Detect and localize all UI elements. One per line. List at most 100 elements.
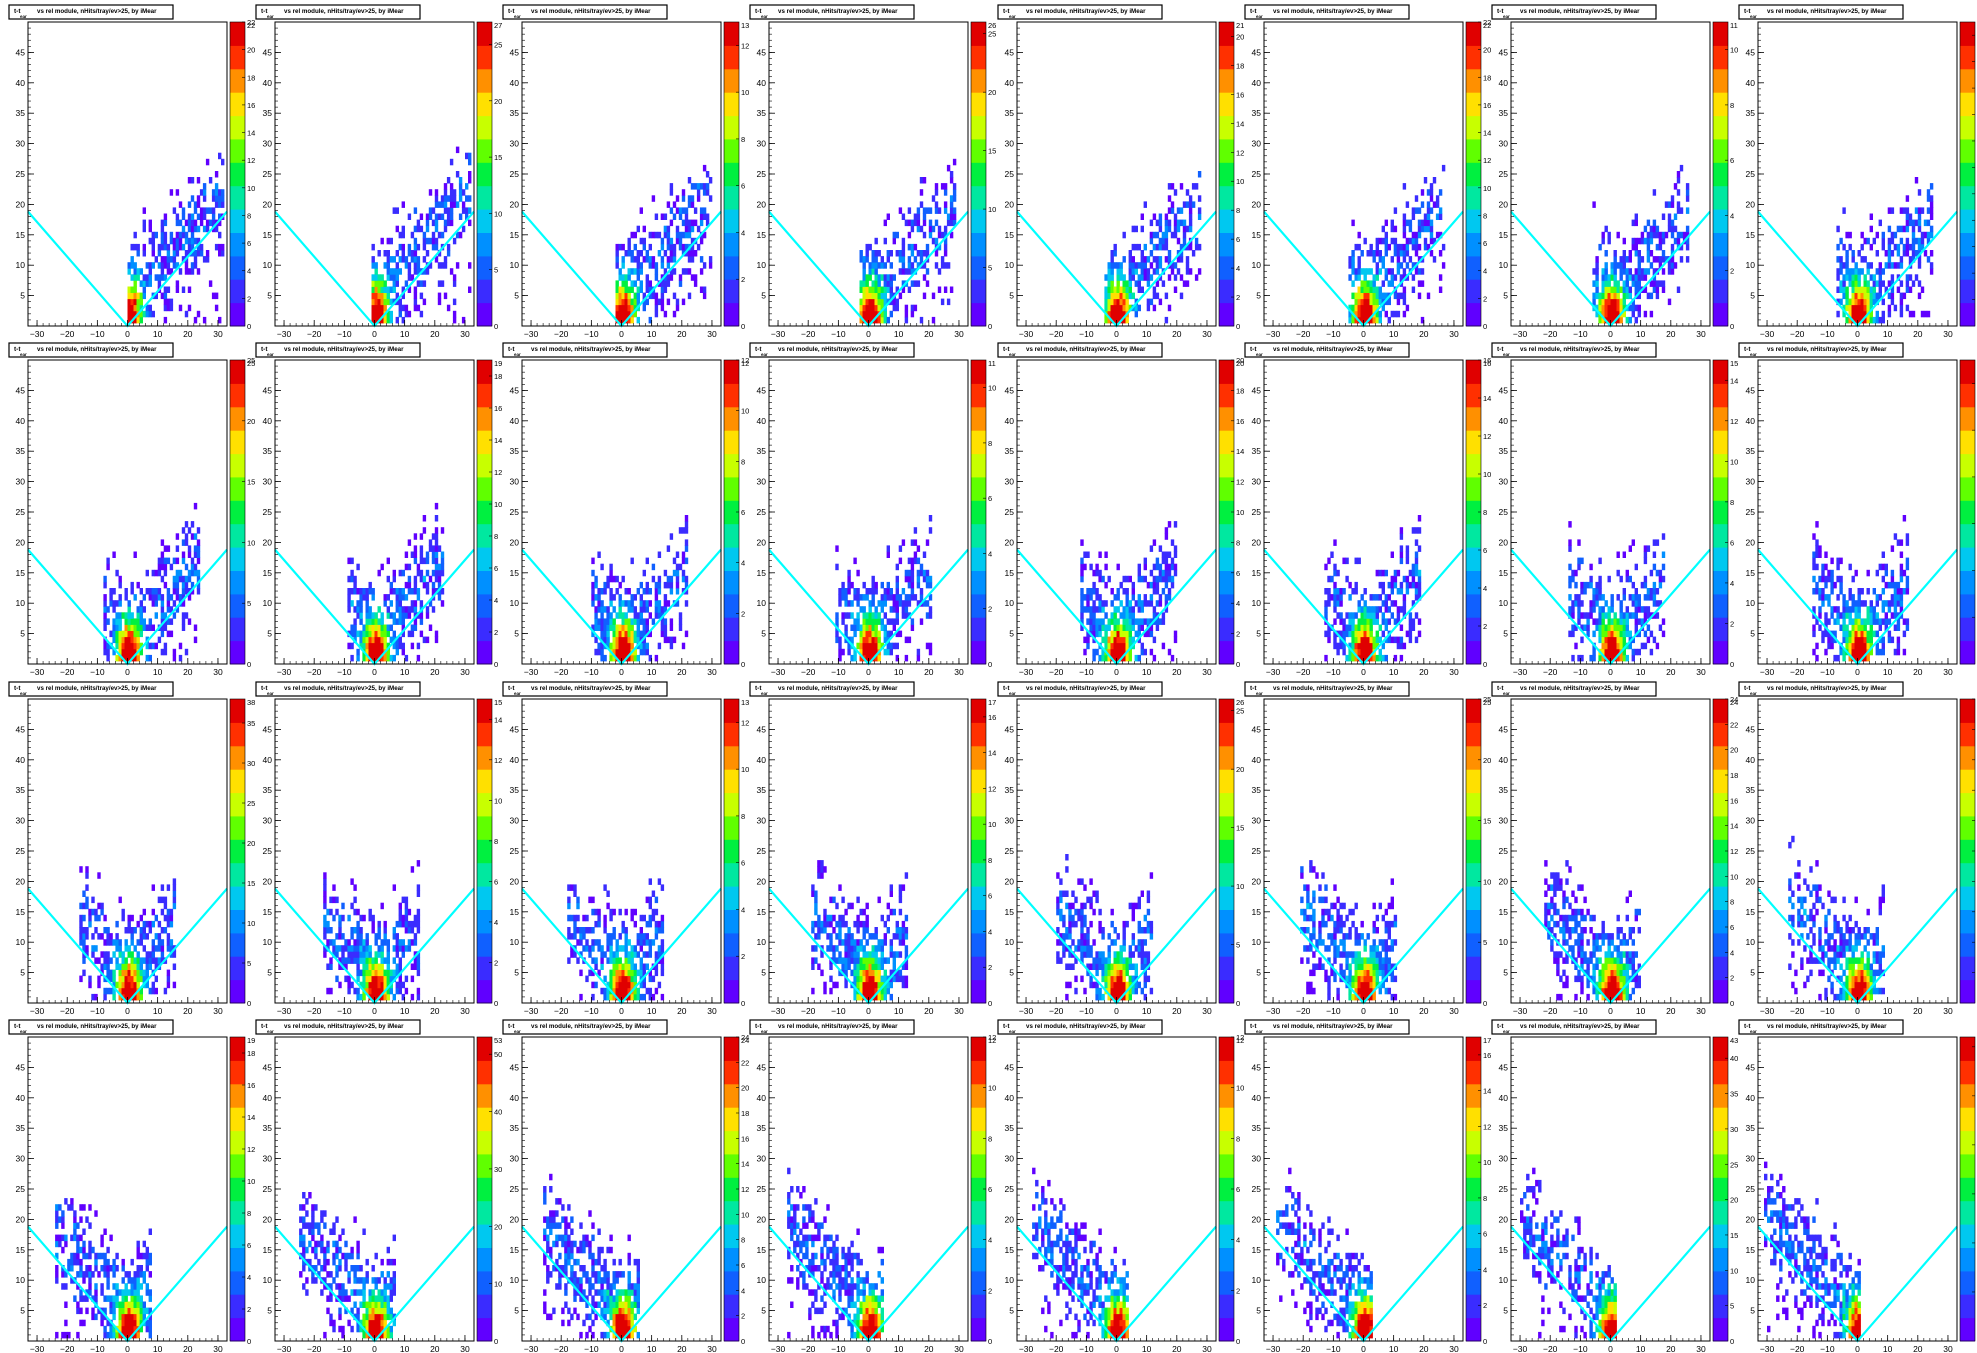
heatmap-cell [1384,292,1388,300]
heatmap-cell [440,527,445,534]
heatmap-cell [446,243,451,251]
heatmap-cell [1372,250,1376,257]
heatmap-cell [202,189,207,196]
heatmap-cell [169,618,174,625]
heatmap-cell [124,594,128,601]
palette-tick-label: 20 [247,417,255,426]
heatmap-cell [862,612,866,619]
heatmap-cell [1080,594,1084,601]
heatmap-cell [1351,262,1355,269]
title-main: t-t [14,8,21,15]
heatmap-cell [1634,274,1638,281]
heatmap-cell [925,642,930,650]
heatmap-cell [103,642,107,650]
heatmap-cell [1393,207,1398,214]
heatmap-cell [1107,268,1111,275]
heatmap-cell [916,250,921,257]
heatmap-cell [1655,256,1660,263]
heatmap-cell [1080,600,1084,607]
palette-segment [1713,255,1728,280]
heatmap-cell [627,250,631,257]
palette-tick-label: 25 [988,30,996,39]
heatmap-cell [931,225,936,233]
heatmap-cell [1875,316,1879,324]
heatmap-cell [636,268,640,275]
heatmap-cell [1875,310,1879,318]
heatmap-cell [1185,268,1190,275]
heatmap-cell [401,618,405,625]
heatmap-cell [699,207,704,214]
heatmap-cell [440,213,445,220]
heatmap-cell [1634,219,1638,227]
heatmap-cell [145,262,149,269]
heatmap-cell [910,588,915,595]
heatmap-cell [1116,316,1120,324]
heatmap-cell [380,298,384,306]
heatmap-cell [871,575,875,583]
heatmap-cell [660,630,665,638]
palette-segment [230,640,245,665]
y-tick-label: 35 [16,446,26,456]
heatmap-cell [624,274,628,281]
heatmap-cell [636,274,640,281]
heatmap-cell [949,171,954,178]
heatmap-cell [877,304,881,312]
heatmap-cell [1637,280,1641,287]
heatmap-cell [103,600,107,607]
heatmap-cell [952,207,957,214]
heatmap-cell [883,594,887,601]
heatmap-cell [636,618,640,625]
heatmap-cell [696,195,701,202]
heatmap-cell [651,262,656,269]
heatmap-cell [1164,231,1169,239]
heatmap-cell [437,563,442,571]
heatmap-cell [121,642,125,650]
heatmap-cell [1128,286,1132,293]
heatmap-cell [1670,219,1675,227]
heatmap-cell [133,243,137,251]
heatmap-cell [371,280,375,287]
heatmap-cell [663,250,668,257]
heatmap-cell [468,286,472,293]
heatmap-cell [181,557,186,565]
heatmap-cell [663,600,668,607]
heatmap-cell [1905,286,1910,293]
heatmap-cell [952,158,957,166]
palette-max-label: 13 [741,21,749,30]
heatmap-cell [422,575,427,583]
palette-segment [724,68,739,93]
palette-segment [971,22,986,46]
heatmap-cell [666,274,671,281]
heatmap-cell [356,606,360,613]
heatmap-cell [1875,292,1879,300]
heatmap-cell [1616,304,1620,312]
heatmap-cell [862,594,866,601]
palette-tick-label: 0 [1483,322,1487,331]
heatmap-cell [401,250,405,257]
heatmap-cell [690,183,695,190]
heatmap-cell [371,636,375,644]
heatmap-cells [1592,164,1690,324]
heatmap-cell [678,618,683,625]
heatmap-cell [353,606,357,613]
heatmap-cell [184,648,189,656]
heatmap-cell [1682,231,1687,239]
palette-segment [971,162,986,187]
heatmap-cell [844,624,848,631]
heatmap-cell [127,636,131,644]
heatmap-cell [1845,304,1849,312]
heatmap-cell [862,648,866,656]
heatmap-cell [160,594,165,601]
heatmap-cell [627,298,631,306]
y-tick-label: 5 [1750,291,1755,301]
y-tick-label: 30 [16,477,26,487]
heatmap-cell [196,268,201,275]
y-tick-label: 25 [1499,169,1509,179]
title-box [8,342,174,358]
heatmap-cell [702,164,707,172]
heatmap-cell [1161,231,1166,239]
heatmap-cell [1170,201,1175,208]
y-tick-label: 30 [263,477,273,487]
heatmap-cell [440,569,445,577]
heatmap-cell [859,624,863,631]
